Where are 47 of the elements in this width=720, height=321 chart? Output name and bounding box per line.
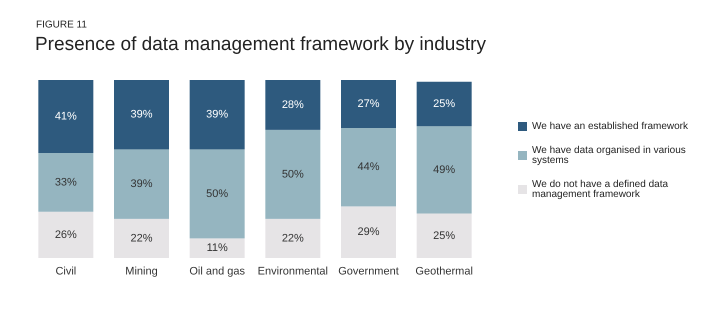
bar (114, 218, 169, 258)
data-label: 33% (54, 176, 78, 188)
x-tick-label: Environmental (258, 266, 328, 278)
caption: FIGURE 11 (36, 20, 88, 30)
data-label: 29% (357, 226, 380, 238)
data-label: 39% (206, 108, 228, 121)
bar (114, 80, 169, 150)
legend-label: We do not have a defined data management framework (532, 179, 671, 200)
data-label: 11% (206, 242, 228, 254)
bar (341, 206, 396, 258)
legend-label: We have an established framework (532, 121, 690, 132)
bar (341, 80, 396, 128)
data-label: 41% (54, 110, 78, 122)
x-tick-label: Mining (125, 266, 158, 278)
bar (190, 238, 245, 258)
x-tick-label: Oil and gas (189, 266, 246, 278)
data-label: 26% (54, 228, 78, 241)
data-label: 39% (130, 108, 153, 121)
data-label: 50% (282, 168, 304, 180)
x-tick-label: Geothermal (415, 266, 473, 278)
bar (38, 152, 94, 212)
bar (416, 126, 472, 214)
data-label: 49% (433, 164, 456, 176)
x-tick-label: Civil (55, 266, 76, 278)
data-label: 44% (357, 161, 380, 174)
bar (265, 130, 320, 219)
bar (341, 128, 396, 206)
bar (265, 80, 320, 130)
data-label: 22% (282, 232, 304, 244)
x-tick-label: Government (338, 266, 399, 278)
bar (114, 149, 169, 219)
bar (38, 80, 94, 153)
data-label: 25% (433, 230, 456, 242)
data-label: 39% (130, 178, 153, 190)
bar (190, 80, 245, 150)
data-label: 50% (206, 188, 228, 200)
legend-label: We have data organised in various systems (532, 145, 689, 166)
bar (416, 214, 472, 258)
data-label: 27% (357, 98, 380, 110)
data-label: 25% (433, 98, 456, 110)
bar (265, 218, 320, 258)
bar (38, 212, 94, 258)
bar (416, 82, 472, 126)
chart-title: Presence of data management framework by industry (35, 34, 486, 55)
data-label: 22% (130, 232, 153, 244)
bar (190, 149, 245, 238)
data-label: 28% (282, 98, 304, 111)
